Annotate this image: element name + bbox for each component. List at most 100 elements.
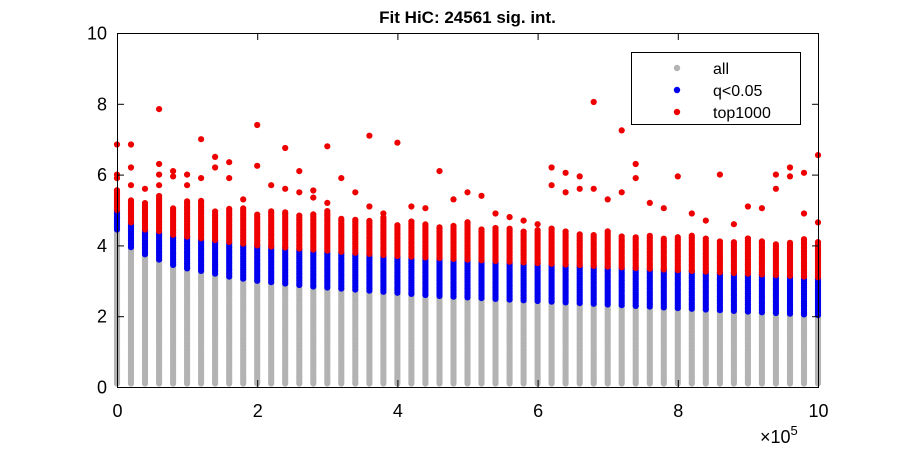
point-top1000 [590, 98, 597, 106]
point-top1000 [184, 198, 191, 205]
point-top1000 [730, 221, 738, 228]
point-top1000 [408, 203, 415, 210]
x-tick-label: 10 [808, 401, 828, 421]
point-top1000 [394, 139, 401, 146]
x-tick-label: 2 [253, 401, 263, 421]
legend-label: all [713, 61, 729, 78]
point-top1000 [758, 238, 766, 245]
point-top1000 [800, 210, 808, 217]
point-top1000 [352, 189, 359, 196]
point-top1000 [324, 199, 331, 206]
point-top1000 [156, 106, 163, 113]
point-top1000 [604, 196, 611, 203]
point-top1000 [254, 211, 261, 218]
point-top1000 [716, 171, 724, 178]
point-top1000 [562, 189, 569, 196]
point-top1000 [646, 232, 653, 239]
x-exponent-power: 5 [791, 423, 798, 438]
point-top1000 [408, 218, 415, 225]
point-top1000 [352, 216, 359, 223]
x-tick-label: 6 [533, 401, 543, 421]
point-top1000 [240, 196, 247, 203]
point-top1000 [450, 196, 457, 203]
point-top1000 [226, 205, 233, 212]
point-top1000 [688, 232, 695, 239]
point-top1000 [170, 173, 177, 180]
point-top1000 [492, 224, 499, 232]
axes-box [117, 33, 819, 388]
point-top1000 [198, 136, 205, 143]
x-tick-label: 8 [673, 401, 683, 421]
point-top1000 [184, 171, 191, 178]
point-top1000 [506, 225, 513, 232]
x-axis-exponent: ×105 [760, 423, 798, 447]
point-top1000 [156, 160, 163, 168]
point-top1000 [422, 205, 429, 212]
legend-label: q<0.05 [713, 83, 762, 100]
point-top1000 [786, 239, 794, 246]
legend-marker [673, 86, 681, 94]
point-top1000 [520, 217, 527, 224]
point-top1000 [464, 189, 471, 196]
point-top1000 [632, 160, 639, 168]
point-top1000 [520, 228, 527, 235]
legend-box [631, 52, 801, 125]
y-tick-label: 2 [97, 307, 107, 327]
point-top1000 [478, 226, 485, 233]
point-top1000 [296, 212, 303, 219]
point-top1000 [688, 210, 695, 217]
point-top1000 [660, 205, 667, 212]
x-exponent-base: ×10 [760, 427, 791, 447]
legend-label: top1000 [713, 105, 771, 122]
point-top1000 [744, 235, 752, 242]
point-top1000 [618, 189, 625, 196]
y-tick-label: 10 [87, 24, 107, 44]
point-top1000 [198, 197, 205, 204]
y-tick-label: 0 [97, 378, 107, 398]
point-top1000 [127, 141, 135, 148]
point-top1000 [632, 175, 639, 182]
point-top1000 [716, 238, 724, 245]
point-top1000 [156, 192, 163, 200]
point-top1000 [786, 173, 794, 180]
point-top1000 [338, 215, 345, 222]
data-points [113, 98, 822, 387]
point-top1000 [310, 211, 317, 218]
point-top1000 [590, 232, 597, 239]
legend-marker [673, 64, 681, 72]
point-top1000 [296, 189, 303, 196]
point-top1000 [772, 171, 780, 178]
y-tick-label: 4 [97, 236, 107, 256]
point-top1000 [632, 234, 639, 241]
point-top1000 [254, 162, 261, 169]
point-top1000 [268, 208, 275, 215]
point-top1000 [576, 185, 583, 192]
point-top1000 [184, 182, 191, 189]
point-top1000 [380, 210, 387, 217]
point-top1000 [450, 222, 457, 229]
point-top1000 [436, 168, 443, 175]
point-top1000 [141, 200, 149, 207]
point-top1000 [772, 241, 780, 248]
point-top1000 [324, 143, 331, 150]
point-top1000 [127, 164, 135, 171]
point-top1000 [268, 182, 275, 189]
point-top1000 [226, 159, 233, 166]
point-top1000 [212, 208, 219, 215]
point-top1000 [282, 144, 289, 152]
point-top1000 [548, 164, 555, 171]
point-top1000 [240, 205, 247, 212]
point-top1000 [366, 132, 373, 139]
point-top1000 [282, 209, 289, 216]
point-top1000 [506, 214, 513, 221]
point-top1000 [394, 222, 401, 229]
point-top1000 [366, 217, 373, 224]
point-top1000 [198, 175, 205, 182]
point-top1000 [576, 231, 583, 238]
point-top1000 [576, 173, 583, 180]
point-top1000 [618, 233, 625, 240]
axis-ticks: 0 2 4 6 8 10 0 2 4 6 8 10 [87, 24, 829, 422]
point-top1000 [772, 185, 780, 192]
point-top1000 [758, 205, 766, 212]
